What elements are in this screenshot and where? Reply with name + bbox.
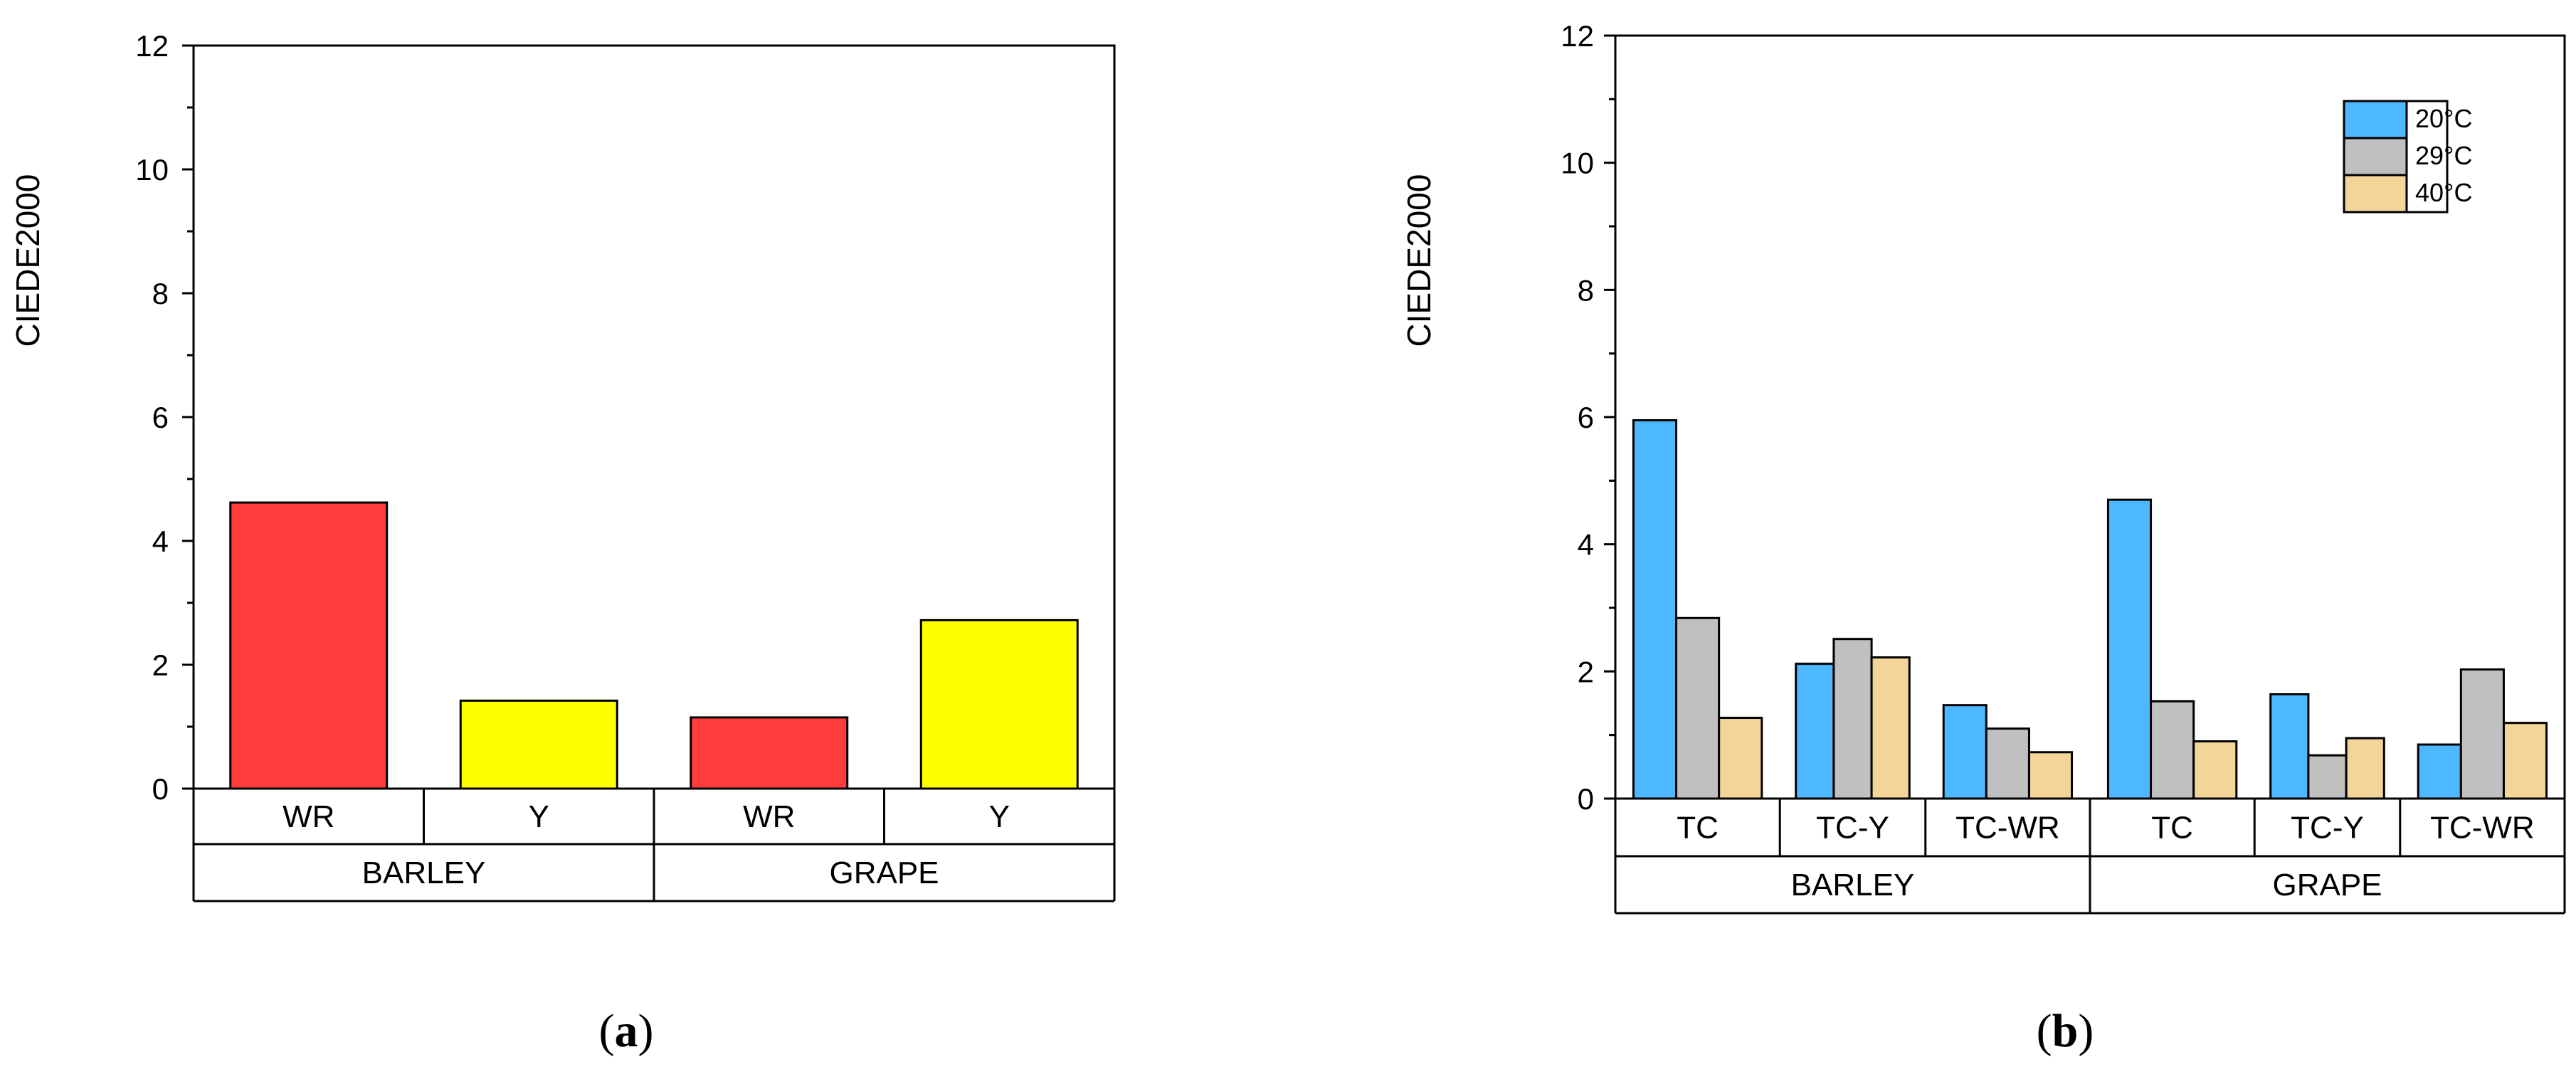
bar-29°C bbox=[1832, 638, 1873, 800]
subgroup-label: TC-WR bbox=[2430, 811, 2535, 846]
y-tick-label: 0 bbox=[1578, 782, 1594, 816]
legend-swatch bbox=[2343, 137, 2408, 177]
group-label: GRAPE bbox=[829, 856, 939, 890]
bar-40°C bbox=[2027, 751, 2074, 800]
chart-b: 0 2 4 6 8 10 12 CIEDE2000 BARLEY TC TC-Y TC-WR GRAPE… bbox=[1400, 19, 2566, 1057]
group-label: GRAPE bbox=[2272, 868, 2382, 902]
y-tick-label: 4 bbox=[1578, 528, 1594, 562]
bar-40°C bbox=[2345, 737, 2385, 800]
legend-label: 20°C bbox=[2415, 104, 2472, 133]
bar-20°C bbox=[2269, 693, 2310, 800]
y-tick-label: 12 bbox=[1561, 19, 1594, 53]
bar-20°C bbox=[1942, 704, 1988, 800]
subgroup-label: Y bbox=[989, 799, 1010, 834]
bar-20°C bbox=[1632, 419, 1678, 800]
y-tick-label: 4 bbox=[152, 525, 169, 558]
bar-20°C bbox=[2417, 743, 2462, 800]
chart-a: 0 2 4 6 8 10 12 CIEDE2000 BARLEY WR Y GRAPE WR Y (a) bbox=[9, 29, 1116, 1057]
subgroup-label: TC-WR bbox=[1955, 811, 2060, 846]
y-tick-label: 10 bbox=[135, 153, 169, 186]
bar-29°C bbox=[1675, 616, 1721, 800]
subgroup-label: TC bbox=[2151, 811, 2193, 846]
panel-label: (b) bbox=[2037, 1005, 2094, 1057]
y-tick-label: 0 bbox=[152, 772, 169, 806]
bar-40°C bbox=[2502, 722, 2548, 800]
legend-label: 40°C bbox=[2415, 178, 2472, 207]
y-tick-label: 2 bbox=[152, 648, 169, 682]
subgroup-label: Y bbox=[529, 799, 549, 834]
subgroup-label: WR bbox=[283, 799, 334, 834]
bar-20°C bbox=[1795, 663, 1835, 800]
y-tick-label: 8 bbox=[1578, 273, 1594, 307]
y-tick-label: 6 bbox=[152, 401, 169, 434]
subgroup-label: TC bbox=[1677, 811, 1719, 846]
bar bbox=[690, 716, 849, 790]
bar-40°C bbox=[2192, 740, 2238, 800]
bar-29°C bbox=[2459, 668, 2505, 800]
bar-29°C bbox=[2150, 700, 2195, 800]
group-label: BARLEY bbox=[362, 856, 486, 890]
bar-40°C bbox=[1718, 717, 1763, 800]
y-tick-label: 2 bbox=[1578, 655, 1594, 688]
subgroup-label: TC-Y bbox=[2291, 811, 2364, 846]
bar-29°C bbox=[2307, 754, 2348, 800]
panel-label: (a) bbox=[599, 1005, 654, 1057]
y-tick-label: 6 bbox=[1578, 401, 1594, 434]
bar-29°C bbox=[1985, 727, 2030, 800]
legend-swatch bbox=[2343, 174, 2408, 214]
bar-40°C bbox=[1870, 656, 1911, 800]
y-tick-label: 8 bbox=[152, 277, 169, 310]
group-label: BARLEY bbox=[1791, 868, 1915, 902]
bar-20°C bbox=[2106, 498, 2153, 800]
bar bbox=[229, 501, 389, 790]
y-axis-label: CIEDE2000 bbox=[9, 174, 46, 347]
subgroup-label: TC-Y bbox=[1816, 811, 1889, 846]
legend-swatch bbox=[2343, 100, 2408, 140]
subgroup-label: WR bbox=[743, 799, 795, 834]
bar bbox=[919, 619, 1079, 790]
y-tick-label: 10 bbox=[1561, 147, 1594, 180]
bar bbox=[459, 699, 618, 790]
y-tick-label: 12 bbox=[135, 29, 169, 63]
y-axis-label: CIEDE2000 bbox=[1400, 174, 1437, 347]
legend-label: 29°C bbox=[2415, 141, 2472, 170]
